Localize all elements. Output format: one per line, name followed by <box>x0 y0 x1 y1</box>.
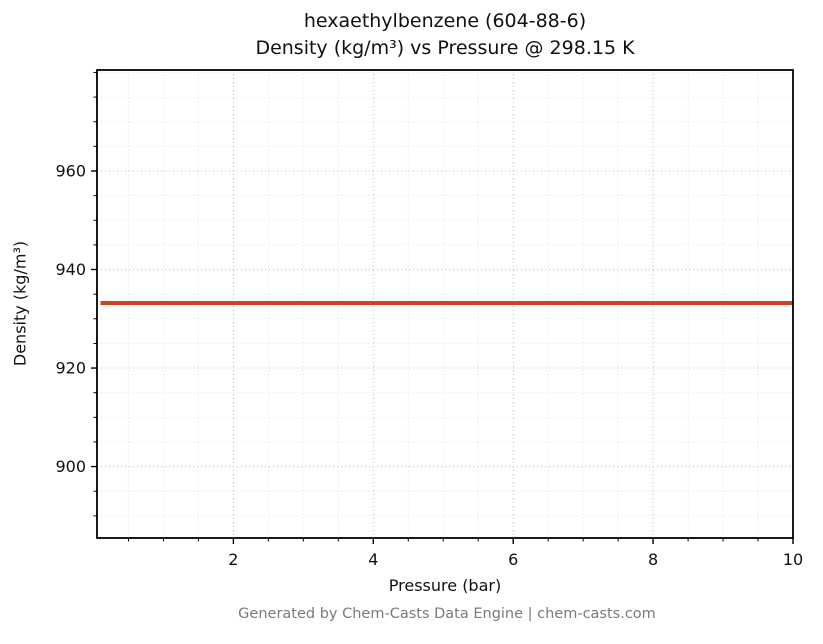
chart-title: hexaethylbenzene (604-88-6) Density (kg/… <box>97 8 793 62</box>
footer-credit: Generated by Chem-Casts Data Engine | ch… <box>238 606 656 622</box>
x-tick-label: 8 <box>648 550 658 569</box>
y-axis-label: Density (kg/m³) <box>10 240 30 367</box>
y-tick-label: 900 <box>55 457 86 476</box>
chart-title-line1: hexaethylbenzene (604-88-6) <box>303 10 587 32</box>
axes-frame <box>96 69 794 539</box>
y-tick-label: 920 <box>55 359 86 378</box>
x-tick-label: 4 <box>368 550 378 569</box>
x-tick-label: 6 <box>508 550 518 569</box>
x-tick-label: 2 <box>228 550 238 569</box>
x-axis-label: Pressure (bar) <box>388 576 502 595</box>
x-tick-label: 10 <box>783 550 803 569</box>
y-tick-label: 960 <box>55 161 86 180</box>
chart-title-line2: Density (kg/m³) vs Pressure @ 298.15 K <box>255 37 635 59</box>
y-tick-label: 940 <box>55 260 86 279</box>
